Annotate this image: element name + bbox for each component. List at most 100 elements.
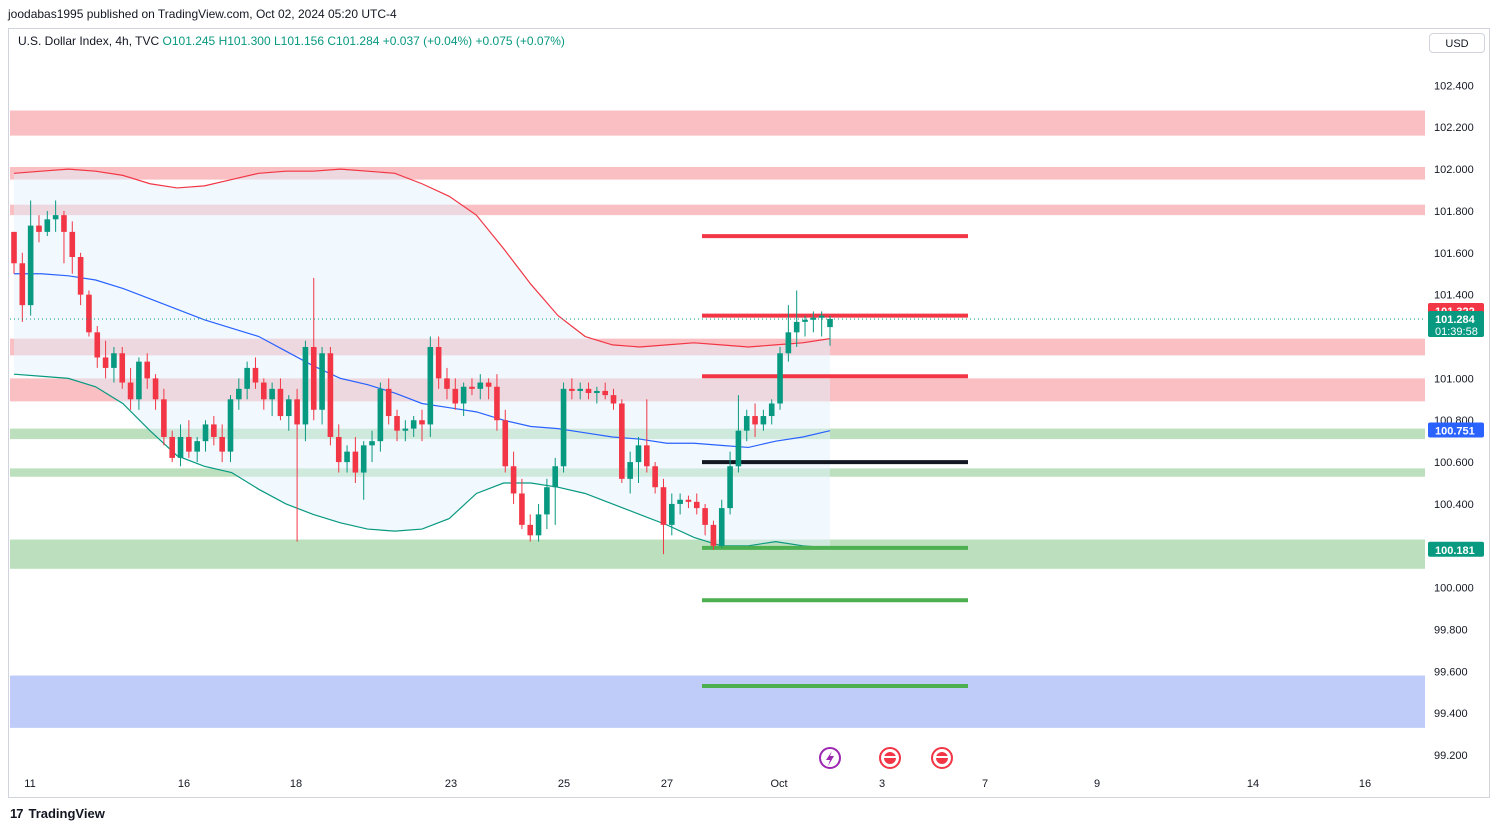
candle-body xyxy=(435,346,442,379)
price-tick-label: 102.400 xyxy=(1434,80,1474,92)
candle-body xyxy=(718,508,725,546)
price-tick-label: 101.000 xyxy=(1434,373,1474,385)
levels-layer xyxy=(702,234,968,689)
candle-body xyxy=(619,403,625,479)
time-tick-label: 14 xyxy=(1247,778,1259,790)
time-tick-label: 27 xyxy=(661,778,673,790)
price-tick-label: 99.200 xyxy=(1434,750,1468,762)
candle-body xyxy=(186,436,192,452)
candle-body xyxy=(685,499,692,502)
time-tick-label: 11 xyxy=(24,778,35,790)
candle-body xyxy=(102,357,109,368)
time-tick-label: 7 xyxy=(982,778,988,790)
candle-body xyxy=(577,388,584,391)
candle-body xyxy=(152,378,159,400)
bollinger-layer xyxy=(13,168,831,549)
candle-body xyxy=(86,294,92,333)
time-tick-label: 9 xyxy=(1094,778,1100,790)
candle-body xyxy=(768,403,775,417)
time-tick-label: 23 xyxy=(445,778,457,790)
candle-body xyxy=(219,436,225,452)
zone-resistance xyxy=(10,110,1425,136)
price-label-box xyxy=(1428,541,1484,557)
candle-body xyxy=(236,388,242,400)
time-tick-label: Oct xyxy=(770,778,787,790)
candle-body xyxy=(285,399,292,417)
candle-body xyxy=(818,315,825,318)
candle-body xyxy=(302,346,309,425)
candle-body xyxy=(552,466,559,488)
candle-body xyxy=(36,225,42,232)
candle-body xyxy=(827,318,833,328)
candle-body xyxy=(702,508,708,525)
candle-body xyxy=(402,428,409,431)
us-flag-event-icon[interactable] xyxy=(879,747,901,769)
candle-body xyxy=(169,436,176,458)
low-value: L101.156 xyxy=(273,34,325,48)
candle-body xyxy=(385,388,392,417)
candle-body xyxy=(527,524,534,536)
candle-body xyxy=(535,514,542,536)
candle-body xyxy=(144,361,151,379)
currency-button[interactable]: USD xyxy=(1429,33,1485,53)
candle-body xyxy=(469,386,475,389)
tradingview-logo-icon: 17 xyxy=(10,806,24,821)
footer-brand[interactable]: 17 TradingView xyxy=(10,806,105,821)
candle-body xyxy=(727,466,733,509)
candle-body xyxy=(177,436,184,458)
candle-body xyxy=(569,388,575,391)
candle-body xyxy=(627,462,633,479)
time-tick-label: 18 xyxy=(290,778,302,790)
candle-body xyxy=(668,503,675,525)
footer-brand-text: TradingView xyxy=(28,806,105,821)
candle-body xyxy=(444,378,450,389)
us-flag-event-icon[interactable] xyxy=(931,747,953,769)
candle-body xyxy=(69,231,76,257)
time-tick-label: 3 xyxy=(879,778,885,790)
candle-body xyxy=(202,424,209,442)
candle-body xyxy=(660,487,667,525)
candle-body xyxy=(777,353,783,404)
candle-body xyxy=(260,382,267,400)
candle-body xyxy=(244,367,250,389)
candle-body xyxy=(652,466,658,488)
price-label-text: 100.181 xyxy=(1435,545,1475,557)
price-tick-label: 99.600 xyxy=(1434,666,1468,678)
symbol-name: U.S. Dollar Index, 4h, TVC xyxy=(18,34,160,48)
zone-resistance xyxy=(10,204,1425,216)
price-tick-label: 102.000 xyxy=(1434,164,1474,176)
candle-body xyxy=(161,399,167,437)
price-tick-label: 99.400 xyxy=(1434,708,1468,720)
publish-info: joodabas1995 published on TradingView.co… xyxy=(8,7,397,21)
lightning-event-icon[interactable] xyxy=(819,747,841,769)
candle-body xyxy=(310,346,317,410)
candle-body xyxy=(369,441,375,446)
candles-layer xyxy=(10,200,1425,555)
candle-body xyxy=(710,524,717,546)
time-tick-label: 16 xyxy=(1359,778,1371,790)
candle-body xyxy=(677,499,683,504)
candle-body xyxy=(344,451,350,463)
bb-upper-line xyxy=(13,168,831,348)
candle-body xyxy=(427,346,434,425)
candle-body xyxy=(510,466,517,494)
candle-body xyxy=(544,487,550,515)
price-tick-label: 100.600 xyxy=(1434,457,1474,469)
open-value: O101.245 xyxy=(162,34,216,48)
candle-body xyxy=(585,388,592,394)
candle-body xyxy=(594,390,600,394)
candle-body xyxy=(560,388,567,467)
price-label-box xyxy=(1428,422,1484,438)
candle-body xyxy=(502,420,509,467)
candle-body xyxy=(327,353,334,437)
candle-body xyxy=(277,388,284,417)
chart-frame xyxy=(8,28,1490,798)
candle-body xyxy=(519,493,525,525)
candle-body xyxy=(460,386,467,404)
candle-body xyxy=(452,388,459,404)
candle-body xyxy=(602,390,608,396)
candle-body xyxy=(19,263,26,306)
close-value: C101.284 xyxy=(327,34,380,48)
price-tick-label: 99.800 xyxy=(1434,625,1468,637)
